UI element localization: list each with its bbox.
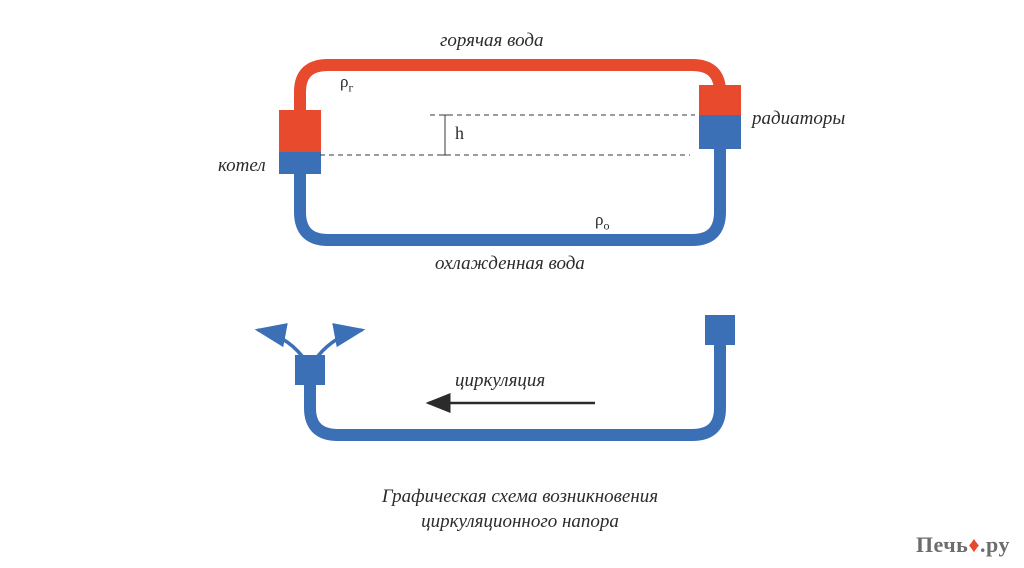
label-rho-hot: ρг <box>340 72 353 95</box>
radiator-block <box>699 85 741 149</box>
label-boiler: котел <box>218 155 266 177</box>
watermark: Печь♦.ру <box>916 532 1010 558</box>
label-h: h <box>455 123 464 144</box>
hot-pipe <box>300 65 720 150</box>
diagram-canvas <box>0 0 1024 568</box>
label-cooled-water: охлажденная вода <box>435 253 585 275</box>
label-rho-cold: ρо <box>595 210 609 233</box>
label-radiators: радиаторы <box>752 108 845 130</box>
label-circulation: циркуляция <box>455 370 545 392</box>
boiler-block <box>279 110 321 174</box>
bottom-right-node <box>705 315 735 345</box>
cold-pipe <box>300 112 720 240</box>
diagram-caption: Графическая схема возникновения циркуляц… <box>320 485 720 534</box>
outflow-arrow-left <box>258 330 302 356</box>
label-hot-water: горячая вода <box>440 30 544 52</box>
outflow-arrow-right <box>318 330 362 356</box>
height-indicator <box>320 115 695 155</box>
bottom-left-node <box>295 355 325 385</box>
